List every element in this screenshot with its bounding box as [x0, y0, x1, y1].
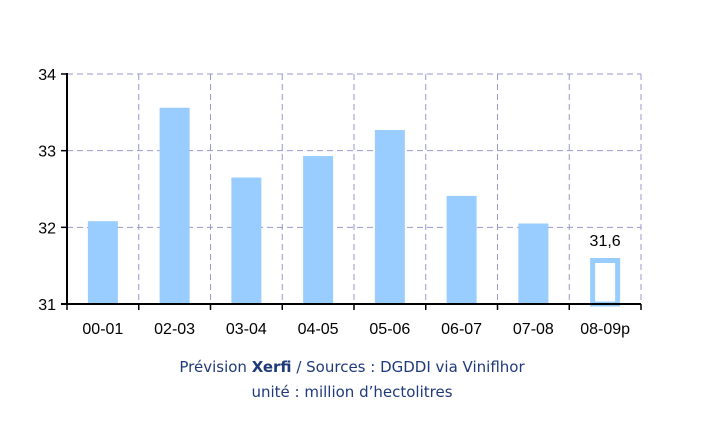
y-tick-label: 34 — [38, 67, 56, 84]
x-tick-label: 05-06 — [369, 321, 410, 338]
bar-chart: 31,6 31 32 33 34 00-01 02-03 03-04 04-05 05-06 06-… — [38, 67, 642, 338]
data-label: 31,6 — [590, 233, 621, 250]
bar — [231, 177, 262, 304]
bar — [87, 221, 118, 304]
bar — [374, 129, 405, 304]
x-tick-label: 08-09p — [580, 321, 630, 338]
bar — [159, 107, 190, 304]
bar-forecast — [590, 258, 621, 307]
gridlines — [67, 73, 642, 304]
y-tick-label: 32 — [38, 220, 56, 237]
unit-caption: unité : million d’hectolitres — [251, 383, 453, 401]
x-tick-label: 00-01 — [82, 321, 123, 338]
bars — [87, 107, 621, 307]
axes — [61, 73, 642, 310]
x-tick-label: 03-04 — [226, 321, 267, 338]
x-tick-label: 04-05 — [298, 321, 339, 338]
x-tick-label: 02-03 — [154, 321, 195, 338]
y-tick-label: 31 — [38, 297, 56, 314]
y-tick-label: 33 — [38, 144, 56, 161]
x-tick-label: 06-07 — [441, 321, 482, 338]
bar — [446, 195, 477, 304]
source-caption: Prévision Xerfi / Sources : DGDDI via Vi… — [0, 358, 704, 376]
labels: 31,6 31 32 33 34 00-01 02-03 03-04 04-05 05-06 06-… — [38, 67, 630, 338]
bar — [303, 156, 334, 304]
x-tick-label: 07-08 — [513, 321, 554, 338]
caption-brand: Xerfi — [251, 358, 292, 376]
caption-prefix: Prévision — [179, 358, 252, 376]
bar — [518, 223, 549, 304]
caption-sources: / Sources : DGDDI via Viniflhor — [291, 358, 525, 376]
